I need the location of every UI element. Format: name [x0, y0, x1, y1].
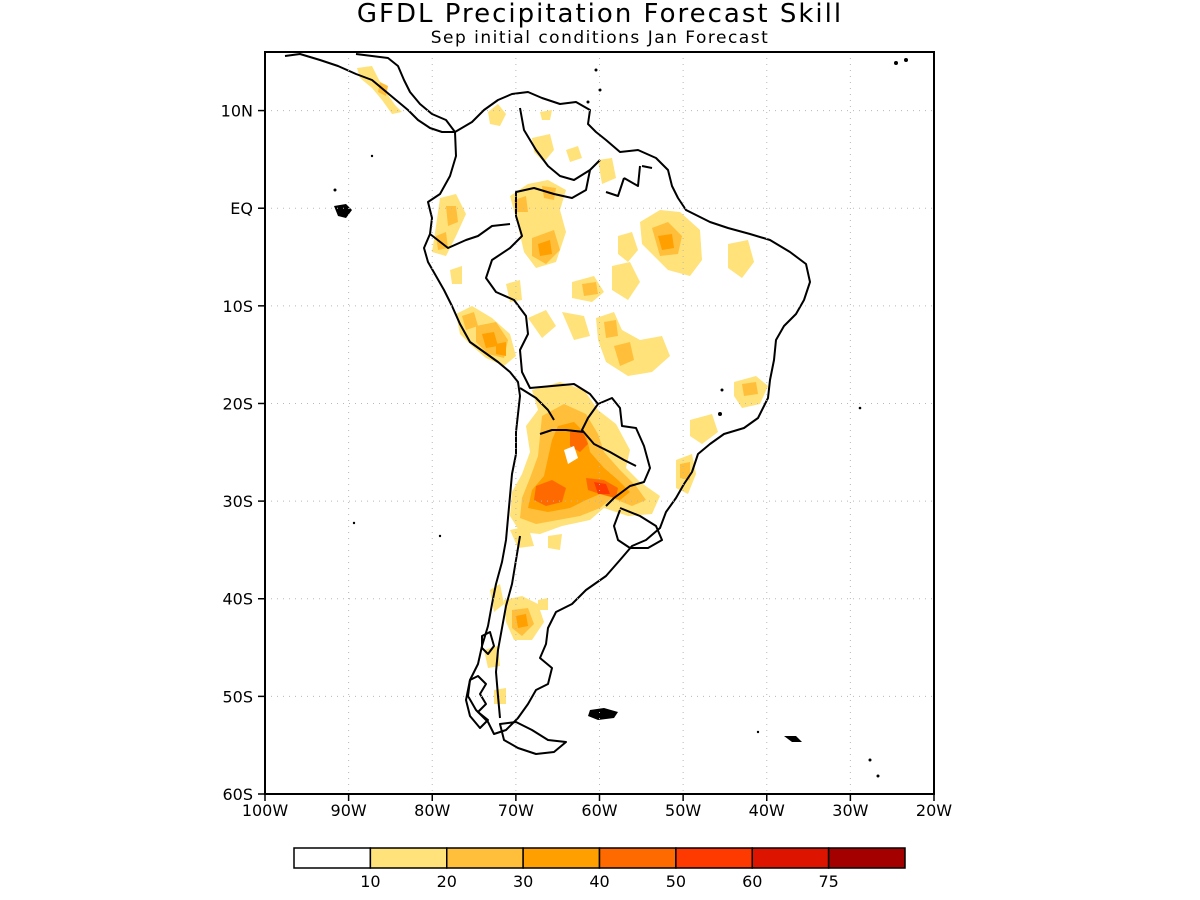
island — [720, 388, 724, 392]
island — [594, 68, 598, 72]
island — [438, 534, 442, 538]
island-galapagos — [334, 204, 352, 218]
colorbar-swatch — [675, 847, 753, 869]
lon-tick-label: 40W — [749, 801, 785, 820]
island — [586, 100, 590, 104]
lon-tick-label: 60W — [581, 801, 617, 820]
skill-patch — [540, 110, 552, 120]
colorbar-label: 10 — [360, 872, 380, 891]
lat-tick-label: 30S — [222, 492, 253, 511]
skill-patch — [450, 266, 462, 284]
skill-patch — [510, 526, 534, 548]
skill-patch — [566, 146, 582, 162]
skill-patch — [538, 240, 552, 256]
chile-archipelago — [465, 675, 489, 729]
island — [904, 58, 908, 62]
tierra-del-fuego — [499, 721, 567, 755]
island — [756, 730, 760, 734]
island — [718, 412, 722, 416]
skill-patch — [482, 332, 498, 348]
skill-patch — [594, 482, 610, 494]
colorbar-label: 60 — [742, 872, 762, 891]
grid-lines — [265, 52, 934, 794]
lat-tick-label: 10S — [222, 297, 253, 316]
colorbar-swatch — [369, 847, 448, 869]
skill-patch — [532, 134, 554, 162]
skill-patch — [496, 342, 506, 356]
country-borders — [429, 107, 663, 719]
island — [333, 188, 337, 192]
lon-tick-label: 30W — [832, 801, 868, 820]
lon-tick-label: 70W — [498, 801, 534, 820]
colorbar-swatch — [293, 847, 372, 869]
skill-patch — [570, 430, 588, 452]
coastline-layer — [284, 53, 811, 755]
skill-patch — [690, 414, 718, 444]
skill-patch — [528, 310, 556, 338]
skill-patch — [490, 584, 504, 612]
lat-tick-label: 50S — [222, 687, 253, 706]
skill-patch — [462, 312, 478, 330]
colorbar: 10 20 30 40 50 60 75 — [293, 847, 906, 891]
island — [352, 521, 356, 525]
skill-patch — [614, 342, 634, 366]
island — [868, 758, 872, 762]
lon-tick-label: 20W — [916, 801, 952, 820]
colorbar-swatch — [598, 847, 677, 869]
skill-patch — [516, 614, 528, 628]
island — [876, 774, 880, 778]
skill-patch — [582, 282, 598, 296]
colorbar-swatch — [827, 847, 906, 869]
skill-patch — [618, 232, 638, 262]
colorbar-swatch — [751, 847, 830, 869]
skill-patch — [728, 240, 754, 278]
skill-patch — [488, 104, 506, 126]
lon-tick-label: 100W — [242, 801, 289, 820]
skill-patch — [598, 158, 616, 184]
central-america-coastline — [284, 53, 456, 133]
lon-tick-label: 50W — [665, 801, 701, 820]
colorbar-swatch — [446, 847, 524, 869]
map-subtitle: Sep initial conditions Jan Forecast — [430, 28, 770, 48]
skill-patch — [562, 312, 590, 340]
lon-tick-label: 80W — [414, 801, 450, 820]
skill-patch — [506, 280, 522, 302]
south-america-coastline — [423, 91, 811, 735]
colorbar-label: 30 — [513, 872, 533, 891]
island — [370, 154, 374, 158]
colorbar-label: 40 — [589, 872, 609, 891]
island — [894, 61, 898, 65]
island — [598, 88, 602, 92]
skill-patch — [742, 382, 758, 396]
lat-tick-label: EQ — [230, 199, 253, 218]
skill-patch — [612, 262, 640, 300]
skill-patch — [658, 234, 674, 250]
lat-tick-label: 60S — [222, 785, 253, 804]
island-south-georgia — [784, 736, 802, 742]
skill-patch — [534, 480, 566, 506]
skill-patch — [604, 320, 618, 338]
lon-tick-label: 90W — [331, 801, 367, 820]
colorbar-label: 75 — [818, 872, 838, 891]
skill-patch — [446, 206, 458, 226]
lat-tick-label: 40S — [222, 590, 253, 609]
lat-tick-label: 10N — [221, 102, 253, 121]
skill-patch — [680, 462, 690, 480]
island-falklands — [588, 708, 618, 720]
islands-layer — [333, 58, 908, 778]
map-title: GFDL Precipitation Forecast Skill — [356, 0, 844, 29]
skill-patch — [538, 598, 548, 610]
island — [858, 406, 862, 410]
lat-tick-label: 20S — [222, 394, 253, 413]
colorbar-label: 20 — [437, 872, 457, 891]
colorbar-label: 50 — [666, 872, 686, 891]
skill-patch — [564, 446, 578, 464]
colorbar-swatch — [522, 847, 601, 869]
skill-patch — [548, 534, 562, 550]
chiloe-island — [481, 631, 495, 655]
